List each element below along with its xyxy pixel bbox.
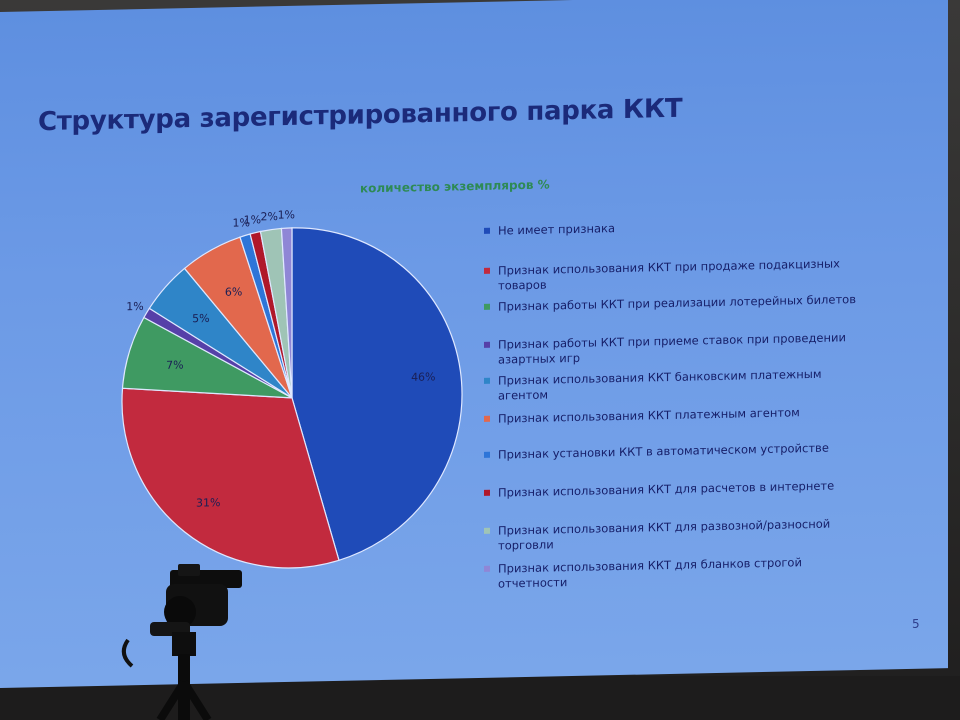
pie-slice — [280, 227, 293, 398]
slice-data-label: 31% — [196, 496, 220, 510]
legend-swatch — [484, 527, 490, 534]
projection-screen: Структура зарегистрированного парка ККТ … — [0, 0, 948, 689]
page-number: 5 — [912, 616, 920, 631]
slice-data-label: 6% — [225, 285, 242, 298]
legend-swatch — [484, 267, 490, 274]
legend-swatch — [484, 341, 490, 348]
pie-chart: 46%31%7%1%5%6%1%1% 2% 1% — [121, 208, 463, 569]
slice-data-label: 1% — [244, 213, 261, 226]
pie-slice — [121, 387, 340, 569]
video-camera-silhouette — [121, 564, 242, 720]
slice-data-label: 2% — [260, 210, 277, 223]
slice-data-label: 1% — [278, 208, 295, 221]
slice-data-label: 1% — [126, 300, 143, 313]
legend-swatch — [484, 377, 490, 384]
legend-swatch — [484, 415, 490, 422]
slice-data-label: 46% — [411, 370, 435, 384]
slice-data-label: 5% — [192, 312, 209, 325]
slice-data-label: 7% — [166, 359, 183, 372]
legend-swatch — [484, 303, 490, 310]
pie-slice — [291, 227, 463, 562]
slice-data-label: 1% — [233, 216, 250, 229]
legend-swatch — [484, 451, 490, 458]
legend-swatch — [484, 489, 490, 496]
legend-swatch — [484, 227, 490, 234]
legend-swatch — [484, 565, 490, 572]
